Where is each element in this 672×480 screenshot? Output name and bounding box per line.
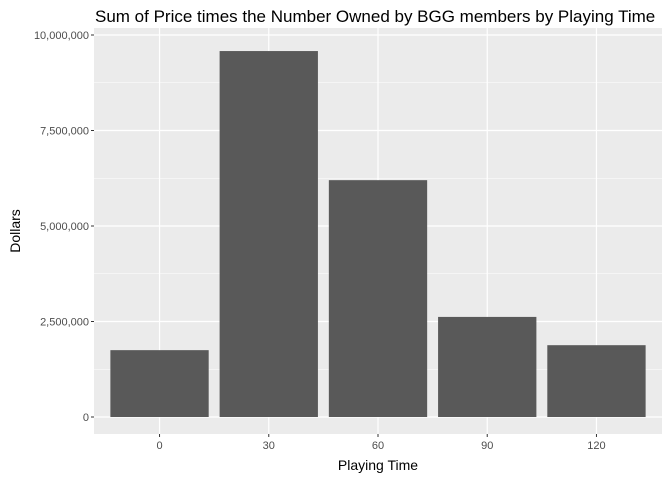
bar-30 bbox=[219, 51, 318, 417]
y-axis-title: Dollars bbox=[7, 209, 23, 253]
x-axis-title: Playing Time bbox=[338, 457, 418, 473]
y-tick-label: 10,000,000 bbox=[34, 30, 89, 42]
bar-60 bbox=[328, 180, 428, 417]
x-tick-label: 60 bbox=[372, 440, 384, 452]
bar-90 bbox=[438, 316, 537, 417]
x-tick-label: 0 bbox=[156, 440, 162, 452]
bars bbox=[110, 51, 646, 417]
y-axis-ticks: 0 2,500,000 5,000,000 7,500,000 10,000,000 bbox=[34, 30, 94, 424]
y-tick-label: 7,500,000 bbox=[40, 126, 89, 138]
x-axis-ticks: 0 30 60 90 120 bbox=[156, 434, 606, 452]
x-tick-label: 120 bbox=[587, 440, 605, 452]
bar-120 bbox=[547, 345, 646, 417]
chart-title: Sum of Price times the Number Owned by B… bbox=[95, 7, 655, 26]
y-tick-label: 2,500,000 bbox=[40, 317, 89, 329]
y-tick-label: 5,000,000 bbox=[40, 221, 89, 233]
bar-0 bbox=[110, 350, 209, 417]
x-tick-label: 30 bbox=[263, 440, 275, 452]
x-tick-label: 90 bbox=[481, 440, 493, 452]
y-tick-label: 0 bbox=[83, 412, 89, 424]
